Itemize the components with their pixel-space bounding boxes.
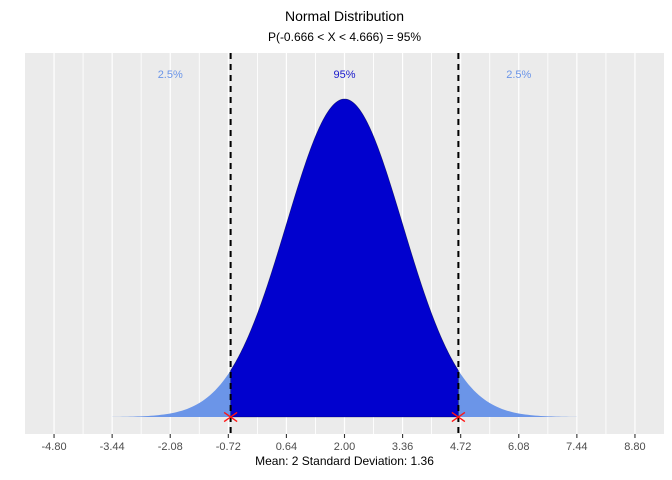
x-tick-label: 4.72 xyxy=(450,441,471,453)
density-center-area xyxy=(230,98,459,418)
x-tick-label: -0.72 xyxy=(216,441,241,453)
x-tick-label: 0.64 xyxy=(276,441,297,453)
boundary-x-marker xyxy=(223,411,238,423)
x-tick-label: -2.08 xyxy=(158,441,183,453)
x-tick-label: -4.80 xyxy=(42,441,67,453)
x-tick-label: 6.08 xyxy=(508,441,529,453)
tail-probability-label: 2.5% xyxy=(506,69,531,81)
x-tick-label: 8.80 xyxy=(624,441,645,453)
chart-subtitle: P(-0.666 < X < 4.666) = 95% xyxy=(267,30,422,44)
tail-probability-label: 2.5% xyxy=(158,69,183,81)
chart-title: Normal Distribution xyxy=(284,8,405,24)
x-tick-label: -3.44 xyxy=(100,441,125,453)
center-probability-label: 95% xyxy=(333,69,355,81)
x-tick-label: 3.36 xyxy=(392,441,413,453)
x-axis-label: Mean: 2 Standard Deviation: 1.36 xyxy=(255,454,434,468)
x-tick-label: 2.00 xyxy=(334,441,355,453)
x-tick-label: 7.44 xyxy=(566,441,587,453)
boundary-x-marker xyxy=(451,411,466,423)
